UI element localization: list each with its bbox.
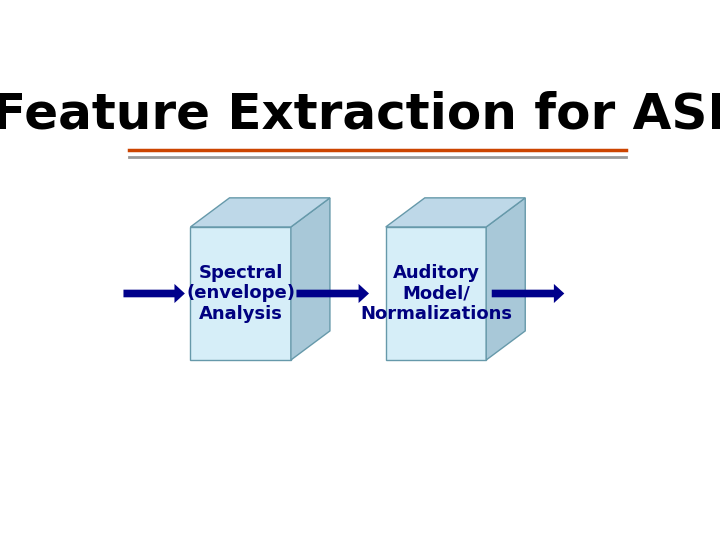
- Text: Feature Extraction for ASR: Feature Extraction for ASR: [0, 91, 720, 139]
- Text: Auditory
Model/
Normalizations: Auditory Model/ Normalizations: [360, 264, 512, 323]
- Polygon shape: [190, 227, 291, 360]
- Polygon shape: [291, 198, 330, 360]
- Polygon shape: [486, 198, 526, 360]
- Text: Spectral
(envelope)
Analysis: Spectral (envelope) Analysis: [186, 264, 295, 323]
- Polygon shape: [386, 198, 526, 227]
- Polygon shape: [190, 198, 330, 227]
- Polygon shape: [386, 227, 486, 360]
